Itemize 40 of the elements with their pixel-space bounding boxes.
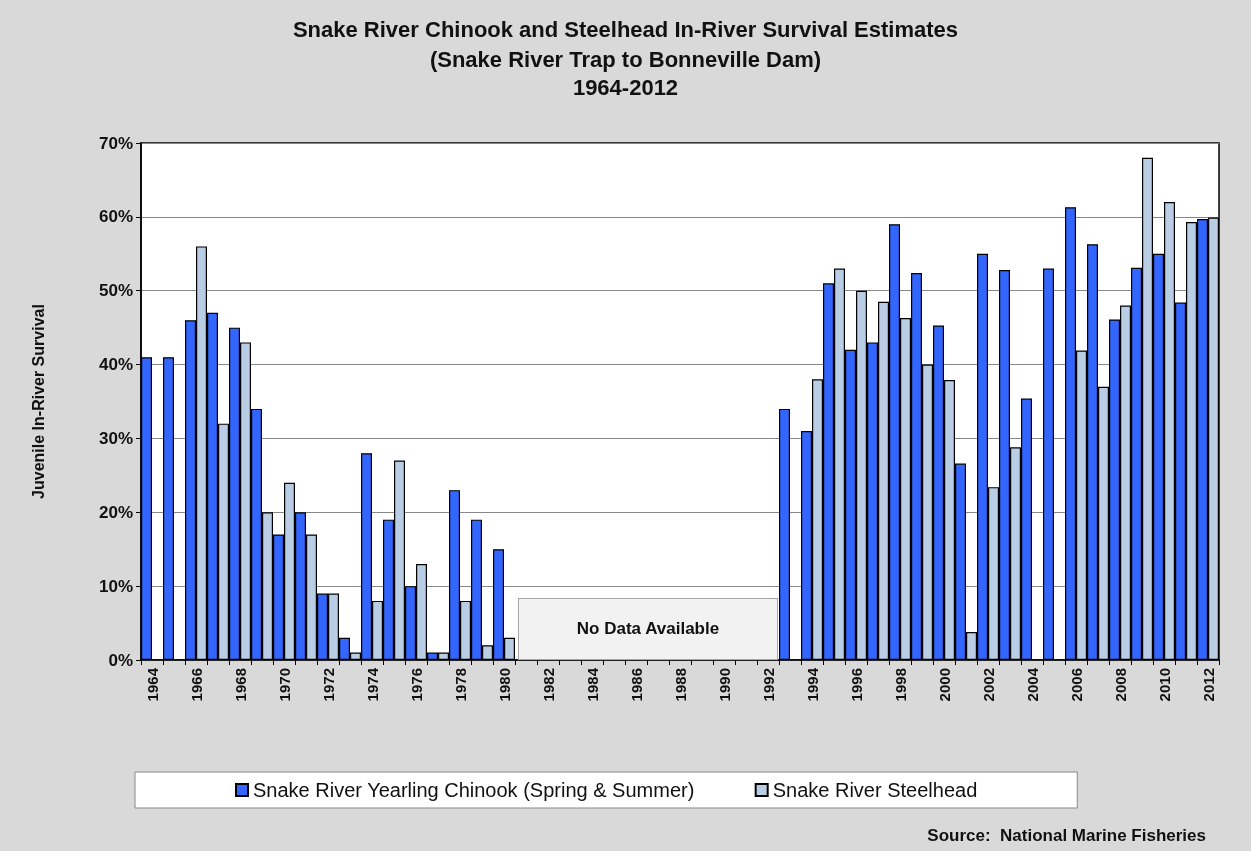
x-tick-label: 1980: [495, 668, 513, 702]
x-tick-label: 1970: [275, 668, 293, 702]
y-tick-label: 60%: [98, 207, 133, 227]
x-tick-label: 1986: [627, 668, 645, 702]
x-tick-label: 2004: [1023, 667, 1041, 702]
chart-title: Snake River Chinook and Steelhead In-River Survival Estimates: [292, 16, 959, 42]
x-tick-label: 1994: [803, 667, 821, 702]
y-axis-title: Juvenile In-River Survival: [29, 304, 47, 499]
x-tick-label: 1982: [539, 668, 557, 702]
source-note: Source: National Marine Fisheries: [927, 826, 1207, 845]
x-tick-label: 1976: [407, 668, 425, 702]
x-tick-label: 1966: [187, 668, 205, 702]
y-tick-label: 70%: [98, 133, 133, 153]
x-tick-label: 1984: [583, 667, 601, 702]
x-tick-label: 1964: [143, 667, 161, 702]
x-tick-label: 1968: [231, 668, 249, 702]
x-tick-label: 1974: [363, 667, 381, 702]
y-tick-label: 20%: [98, 502, 133, 522]
x-tick-label: 2000: [935, 668, 953, 702]
y-tick-label: 50%: [98, 281, 133, 301]
x-tick-label: 1990: [715, 668, 733, 702]
legend-label: Snake River Steelhead: [772, 779, 978, 801]
x-tick-label: 1992: [759, 668, 777, 702]
legend-label: Snake River Yearling Chinook (Spring & Summer): [253, 779, 695, 801]
x-tick-label: 2006: [1067, 668, 1085, 702]
y-tick-label: 30%: [98, 428, 133, 448]
x-tick-label: 1998: [891, 668, 909, 702]
x-tick-label: 2010: [1155, 668, 1173, 702]
x-tick-label: 1996: [847, 668, 865, 702]
x-tick-label: 2002: [979, 668, 997, 702]
y-tick-label: 0%: [108, 650, 133, 670]
x-tick-label: 1978: [451, 668, 469, 702]
x-tick-label: 1988: [671, 668, 689, 702]
y-tick-label: 40%: [98, 355, 133, 375]
note-box: No Data Available: [518, 598, 778, 660]
x-tick-label: 2012: [1199, 668, 1217, 702]
x-tick-label: 1972: [319, 668, 337, 702]
x-tick-label: 2008: [1111, 668, 1129, 702]
y-tick-label: 10%: [98, 576, 133, 596]
chart-subtitle: (Snake River Trap to Bonneville Dam) 1964-2012: [429, 46, 822, 100]
